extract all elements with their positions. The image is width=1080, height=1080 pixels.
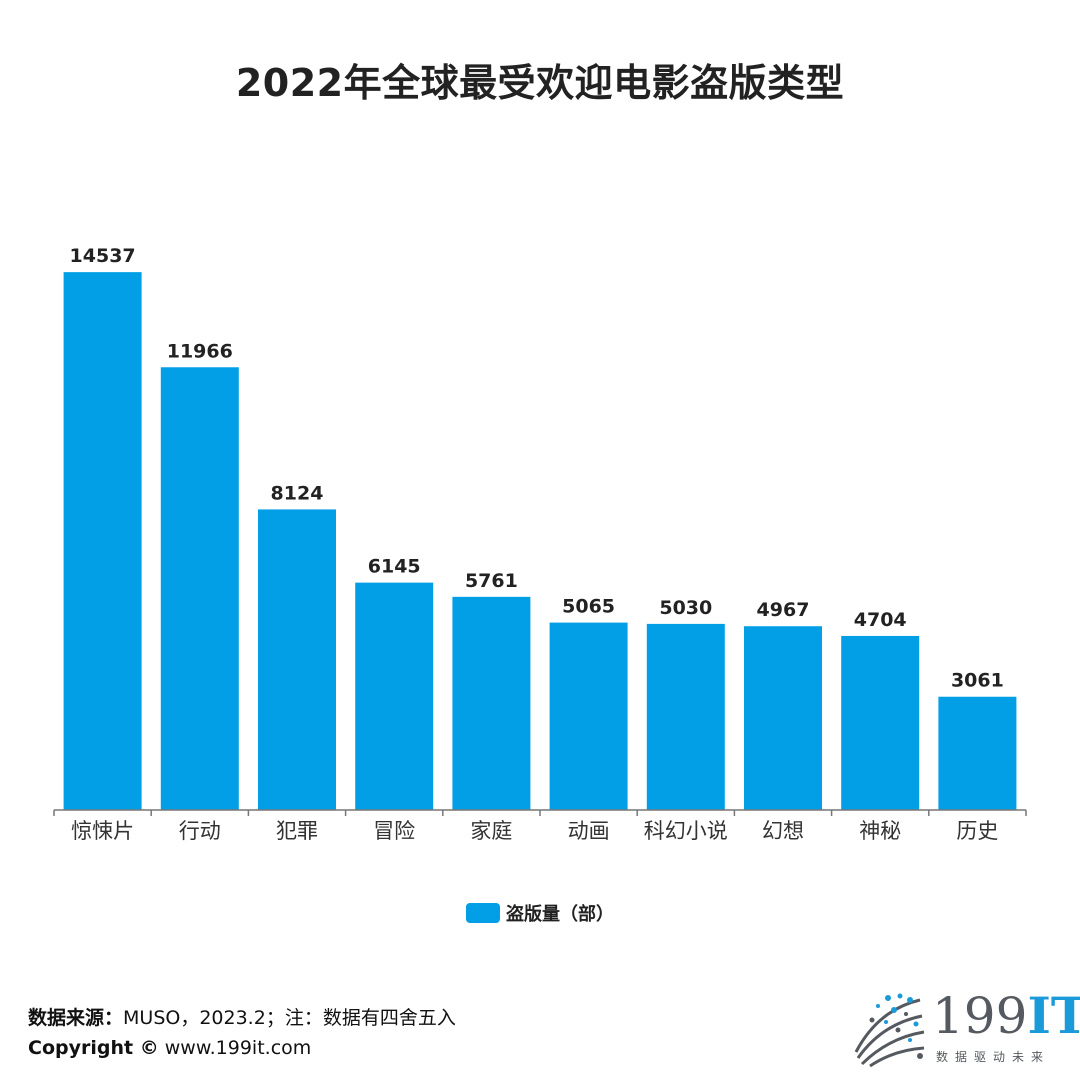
bar-value-label-8: 4704 [854, 609, 907, 631]
legend: 盗版量（部） [0, 900, 1080, 926]
bar-2 [258, 509, 336, 810]
copyright-url: www.199it.com [158, 1037, 312, 1059]
x-axis: 惊悚片 行动 犯罪 冒险 家庭 动画 科幻小说 幻想 神秘 历史 [53, 809, 1027, 843]
x-tick-label-7: 幻想 [762, 819, 804, 843]
bar-7 [744, 626, 822, 810]
logo-text-accent: IT [1027, 986, 1080, 1045]
legend-label: 盗版量（部） [506, 904, 614, 925]
x-tick-label-5: 动画 [568, 819, 610, 843]
x-tick-label-1: 行动 [179, 819, 221, 843]
bar-6 [646, 623, 725, 810]
bar-1 [160, 367, 239, 810]
source-label: 数据来源： [28, 1007, 124, 1029]
bar-value-label-4: 5761 [465, 570, 518, 592]
x-tick-label-6: 科幻小说 [644, 819, 728, 843]
logo-tagline: 数据驱动未来 [936, 1050, 1051, 1064]
bar-value-label-0: 14537 [70, 245, 136, 267]
logo-wordmark: 199IT [932, 986, 1080, 1045]
x-tick-label-9: 历史 [956, 819, 998, 843]
brand-logo: 199IT 数据驱动未来 [848, 986, 1080, 1070]
x-tick-label-3: 冒险 [373, 819, 415, 843]
x-tick-label-8: 神秘 [859, 819, 901, 843]
dot-sphere-logo-icon [854, 993, 925, 1068]
bar-3 [355, 582, 434, 810]
copyright-note: Copyright © www.199it.com [28, 1037, 311, 1059]
bar-4 [452, 596, 531, 810]
legend-swatch [466, 903, 500, 923]
bar-value-label-7: 4967 [757, 599, 810, 621]
source-text: MUSO，2023.2；注：数据有四舍五入 [123, 1007, 456, 1029]
copyright-label: Copyright © [28, 1037, 159, 1059]
bar-value-label-6: 5030 [659, 597, 712, 619]
bars-layer: 14537 11966 8124 6145 5761 5065 5030 4967 4704 30… [63, 245, 1017, 811]
x-tick-label-2: 犯罪 [276, 819, 318, 843]
bar-value-label-5: 5065 [562, 596, 615, 618]
logo-text-main: 199 [932, 987, 1028, 1045]
chart-title: 2022年全球最受欢迎电影盗版类型 [235, 61, 845, 105]
bar-9 [938, 696, 1017, 810]
bar-value-label-2: 8124 [271, 482, 324, 504]
x-tick-label-0: 惊悚片 [71, 819, 134, 843]
bar-value-label-1: 11966 [167, 340, 233, 362]
x-tick-label-4: 家庭 [470, 819, 512, 843]
data-source-note: 数据来源：MUSO，2023.2；注：数据有四舍五入 [28, 1003, 456, 1030]
bar-value-label-9: 3061 [951, 670, 1004, 692]
bar-5 [549, 622, 628, 810]
bar-0 [63, 272, 142, 811]
bar-8 [841, 635, 920, 810]
bar-value-label-3: 6145 [368, 556, 421, 578]
